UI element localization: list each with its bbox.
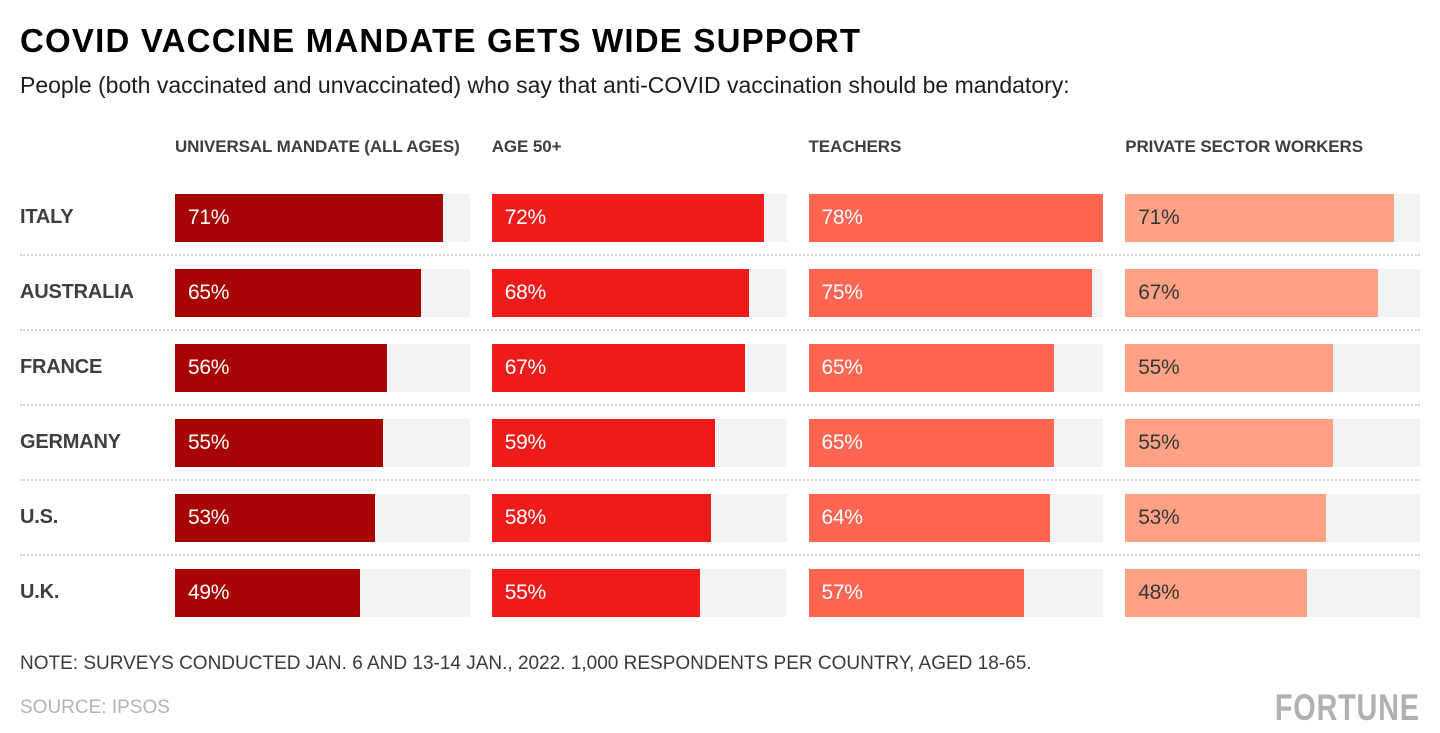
table-row: U.S. 53% 58% 64% 53% <box>20 479 1420 554</box>
bar: 55% <box>491 568 700 617</box>
bar: 75% <box>808 268 1092 317</box>
country-label: U.S. <box>20 506 59 528</box>
bar: 55% <box>1125 343 1334 392</box>
bar-value-label: 71% <box>188 205 230 229</box>
bar: 59% <box>491 418 715 467</box>
bar-value-label: 58% <box>504 505 546 529</box>
bar-value-label: 53% <box>1138 505 1180 529</box>
bar-track: 64% <box>808 493 1104 542</box>
bar-value-label: 64% <box>821 505 863 529</box>
column-header-private-sector: PRIVATE SECTOR WORKERS <box>1125 136 1363 156</box>
bar: 65% <box>175 268 421 317</box>
bar-track: 65% <box>175 268 470 317</box>
bar: 53% <box>1125 493 1326 542</box>
bar-value-label: 65% <box>821 355 863 379</box>
bar: 67% <box>1125 268 1379 317</box>
bar-track: 55% <box>1125 343 1420 392</box>
bar: 71% <box>1125 193 1394 242</box>
bar: 56% <box>175 343 387 392</box>
country-label: AUSTRALIA <box>20 281 134 303</box>
bar: 65% <box>808 343 1055 392</box>
bar: 55% <box>1125 418 1334 467</box>
column-header-age-50: AGE 50+ <box>491 136 562 156</box>
bar-track: 71% <box>1125 193 1420 242</box>
bar-value-label: 68% <box>504 280 546 304</box>
bar-value-label: 53% <box>188 505 230 529</box>
bar-value-label: 55% <box>1138 355 1180 379</box>
bar: 53% <box>175 493 376 542</box>
bar-value-label: 67% <box>1138 280 1180 304</box>
bar-track: 78% <box>808 193 1104 242</box>
bar-track: 49% <box>175 568 470 617</box>
bar-track: 48% <box>1125 568 1420 617</box>
bar-value-label: 67% <box>504 355 546 379</box>
bar-track: 71% <box>175 193 470 242</box>
column-header-row: UNIVERSAL MANDATE (ALL AGES) AGE 50+ TEA… <box>20 115 1420 179</box>
bar-track: 57% <box>808 568 1104 617</box>
bar: 64% <box>808 493 1051 542</box>
bar: 65% <box>808 418 1055 467</box>
bar-track: 72% <box>491 193 787 242</box>
country-label: U.K. <box>20 581 60 603</box>
bar-value-label: 72% <box>504 205 546 229</box>
bar-value-label: 55% <box>1138 430 1180 454</box>
column-header-universal-mandate: UNIVERSAL MANDATE (ALL AGES) <box>175 136 460 156</box>
bar-value-label: 48% <box>1138 580 1180 604</box>
bar-track: 55% <box>1125 418 1420 467</box>
bar: 71% <box>175 193 444 242</box>
bar-track: 65% <box>808 343 1104 392</box>
bar-track: 56% <box>175 343 470 392</box>
bar-track: 53% <box>1125 493 1420 542</box>
bar-value-label: 71% <box>1138 205 1180 229</box>
bar-value-label: 55% <box>188 430 230 454</box>
bar-value-label: 56% <box>188 355 230 379</box>
bar-track: 67% <box>491 343 787 392</box>
bar-value-label: 65% <box>188 280 230 304</box>
bar-value-label: 55% <box>504 580 546 604</box>
bar-value-label: 59% <box>504 430 546 454</box>
bar: 58% <box>491 493 711 542</box>
chart-rows: ITALY 71% 72% 78% 71% AUSTRALIA 65% 68% 75% 67% FR… <box>20 181 1420 629</box>
source-row: SOURCE: IPSOS FORTUNE <box>20 689 1420 726</box>
country-label: FRANCE <box>20 356 103 378</box>
bar-track: 68% <box>491 268 787 317</box>
bar-value-label: 75% <box>821 280 863 304</box>
bar-track: 75% <box>808 268 1104 317</box>
column-header-teachers: TEACHERS <box>808 136 902 156</box>
page-title: COVID VACCINE MANDATE GETS WIDE SUPPORT <box>20 22 862 59</box>
bar-value-label: 49% <box>188 580 230 604</box>
note-text: NOTE: SURVEYS CONDUCTED JAN. 6 AND 13-14… <box>20 653 1032 674</box>
table-row: AUSTRALIA 65% 68% 75% 67% <box>20 254 1420 329</box>
table-row: FRANCE 56% 67% 65% 55% <box>20 329 1420 404</box>
bar-track: 55% <box>175 418 470 467</box>
bar: 68% <box>491 268 749 317</box>
bar-value-label: 78% <box>821 205 863 229</box>
bar: 48% <box>1125 568 1307 617</box>
bar-value-label: 65% <box>821 430 863 454</box>
chart-footer: NOTE: SURVEYS CONDUCTED JAN. 6 AND 13-14… <box>20 653 1420 726</box>
page-subtitle: People (both vaccinated and unvaccinated… <box>20 72 1070 98</box>
bar: 67% <box>491 343 745 392</box>
fortune-logo: FORTUNE <box>1275 687 1420 728</box>
bar-track: 53% <box>175 493 470 542</box>
table-row: GERMANY 55% 59% 65% 55% <box>20 404 1420 479</box>
bar-track: 65% <box>808 418 1104 467</box>
country-label: ITALY <box>20 206 74 228</box>
table-row: U.K. 49% 55% 57% 48% <box>20 554 1420 629</box>
bar: 57% <box>808 568 1024 617</box>
bar-track: 59% <box>491 418 787 467</box>
table-row: ITALY 71% 72% 78% 71% <box>20 181 1420 254</box>
bar-track: 58% <box>491 493 787 542</box>
bar: 49% <box>175 568 361 617</box>
source-text: SOURCE: IPSOS <box>20 696 170 718</box>
bar: 55% <box>175 418 383 467</box>
bar-track: 55% <box>491 568 787 617</box>
bar-value-label: 57% <box>821 580 863 604</box>
country-label: GERMANY <box>20 431 121 453</box>
bar: 72% <box>491 193 764 242</box>
bar-track: 67% <box>1125 268 1420 317</box>
bar: 78% <box>808 193 1104 242</box>
